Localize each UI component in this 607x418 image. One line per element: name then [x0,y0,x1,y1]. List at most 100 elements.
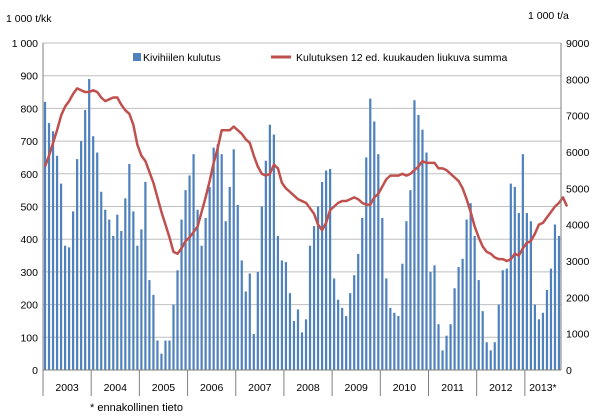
bar [553,224,557,370]
bar [533,304,537,370]
bar [304,319,308,370]
year-label: 2006 [200,382,224,394]
right-tick-label: 0 [566,365,572,377]
right-tick-label: 4000 [566,220,590,232]
bar [545,289,549,370]
bar [541,312,545,370]
right-axis-unit: 1 000 t/a [528,10,569,22]
bar [80,141,83,370]
year-label: 2008 [296,382,320,394]
bar [88,78,91,370]
left-tick-label: 400 [20,234,38,246]
bar [192,154,195,370]
legend-bar-swatch [133,53,141,61]
right-tick-label: 8000 [566,74,590,86]
bar [485,342,488,370]
bar [337,299,340,370]
bar [481,311,484,370]
left-tick-label: 100 [20,332,38,344]
bar-series [43,78,561,371]
bar [144,181,147,370]
bar [76,159,79,370]
bar [224,221,227,370]
bar [152,294,155,370]
bar [276,235,280,370]
bar [176,270,179,370]
left-tick-label: 800 [20,103,38,115]
bar [132,211,135,370]
right-tick-label: 3000 [566,256,590,268]
bar [260,206,263,370]
bar [453,288,456,370]
year-label: 2013* [529,382,556,394]
bar [124,198,127,370]
bar [361,217,364,370]
bar [308,245,312,370]
bar [509,183,512,370]
bar [312,226,316,370]
bar [381,217,384,370]
bar [148,280,151,370]
bar [320,181,324,370]
bar [357,253,360,370]
bar [413,100,416,370]
bar [557,235,561,370]
bar [164,340,167,370]
bar [256,271,259,370]
bar [100,191,103,370]
bar [200,245,203,370]
bar [59,183,63,370]
line-series [43,87,569,263]
year-label: 2011 [441,382,464,394]
year-label: 2005 [152,382,176,394]
bar [220,154,223,370]
right-tick-label: 6000 [566,147,590,159]
bar [96,152,99,370]
bar [92,136,95,370]
bar [248,273,251,370]
year-label: 2010 [393,382,417,394]
year-label: 2004 [104,382,128,394]
bar [385,278,388,370]
bar [112,235,115,370]
footnote: * ennakollinen tieto [90,402,183,414]
right-tick-label: 1000 [566,329,590,341]
bar [47,123,51,371]
bar [373,121,376,370]
bar [409,190,412,370]
bar [349,293,352,370]
left-tick-label: 1 000 [12,38,38,50]
bar [525,213,528,370]
bar [172,304,175,370]
bar [389,307,392,370]
year-label: 2009 [345,382,369,394]
right-tick-label: 7000 [566,111,590,123]
bar [489,350,492,370]
bar [184,190,187,370]
bar [421,129,424,370]
legend-bar-label: Kivihiilen kulutus [143,52,221,64]
left-tick-label: 900 [20,71,38,83]
bar [465,219,468,370]
bar [433,265,436,370]
bar [236,204,239,370]
left-tick-label: 500 [20,202,38,214]
bar [292,320,296,370]
left-tick-label: 700 [20,136,38,148]
bar [216,144,219,370]
bar [329,168,332,370]
bar [441,350,444,370]
bar [445,335,448,370]
bar [168,340,171,370]
bar [296,309,300,370]
bar [120,231,123,370]
bar [288,293,292,370]
bar [405,221,408,370]
year-label: 2003 [55,382,79,394]
left-tick-label: 0 [32,365,38,377]
bar [55,155,59,370]
bar [204,217,207,370]
bar [429,271,432,370]
